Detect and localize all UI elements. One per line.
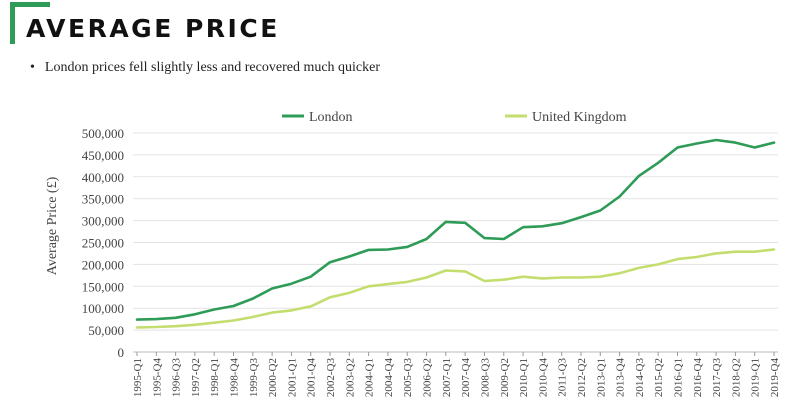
y-tick-label: 50,000 — [88, 323, 124, 338]
x-tick-label: 2010-Q1 — [518, 358, 530, 397]
x-tick-label: 2019-Q4 — [769, 358, 781, 398]
title-corner-accent — [10, 2, 50, 44]
legend-label: United Kingdom — [532, 110, 627, 125]
y-tick-label: 500,000 — [82, 126, 124, 141]
x-tick-label: 2015-Q2 — [653, 358, 665, 397]
x-tick-label: 2011-Q3 — [557, 358, 569, 397]
x-tick-label: 2009-Q2 — [499, 358, 511, 397]
y-tick-label: 150,000 — [82, 279, 124, 294]
x-tick-label: 2006-Q2 — [422, 358, 434, 397]
x-axis-tick-labels: 1995-Q1 1995-Q4 1996-Q3 1997-Q2 1998-Q1 1998-… — [132, 352, 781, 397]
y-tick-label: 300,000 — [82, 214, 124, 229]
x-tick-label: 2001-Q1 — [286, 358, 298, 397]
y-tick-label: 250,000 — [82, 236, 124, 251]
x-tick-label: 1996-Q3 — [171, 358, 183, 398]
bullet-dot-icon: • — [30, 60, 35, 75]
y-tick-label: 350,000 — [82, 192, 124, 207]
x-tick-label: 2010-Q4 — [537, 358, 549, 398]
x-tick-label: 2007-Q4 — [460, 358, 472, 398]
x-tick-label: 1999-Q3 — [248, 358, 260, 398]
x-tick-label: 2002-Q3 — [325, 358, 337, 398]
x-tick-label: 2017-Q3 — [711, 358, 723, 398]
x-tick-label: 2000-Q2 — [267, 358, 279, 397]
x-tick-label: 1995-Q1 — [132, 358, 144, 397]
series-lines — [135, 138, 776, 329]
page-title: AVERAGE PRICE — [26, 14, 280, 43]
bullet-text: London prices fell slightly less and rec… — [44, 60, 381, 75]
y-axis-tick-labels: 0 50,000 100,000 150,000 200,000 250,000 300,0… — [82, 126, 124, 360]
legend: London United Kingdom — [282, 110, 627, 125]
x-tick-label: 2013-Q4 — [615, 358, 627, 398]
x-tick-label: 1997-Q2 — [190, 358, 202, 397]
bullet-point: • London prices fell slightly less and re… — [30, 60, 380, 76]
y-tick-label: 0 — [118, 345, 125, 360]
x-tick-label: 2004-Q1 — [364, 358, 376, 397]
y-tick-label: 450,000 — [82, 148, 124, 163]
x-tick-label: 2008-Q3 — [479, 358, 491, 398]
x-tick-label: 2007-Q1 — [441, 358, 453, 397]
x-tick-label: 2012-Q2 — [576, 358, 588, 397]
x-tick-label: 1998-Q4 — [229, 358, 241, 398]
x-tick-label: 2018-Q2 — [730, 358, 742, 397]
x-tick-label: 1995-Q4 — [151, 358, 163, 398]
x-tick-label: 2016-Q1 — [672, 358, 684, 397]
x-tick-label: 2014-Q3 — [634, 358, 646, 398]
y-tick-label: 100,000 — [82, 301, 124, 316]
x-tick-label: 2001-Q4 — [306, 358, 318, 398]
x-tick-label: 2019-Q1 — [750, 358, 762, 397]
series-line-united-kingdom — [135, 248, 776, 329]
x-tick-label: 2005-Q3 — [402, 358, 414, 398]
x-tick-label: 2013-Q1 — [595, 358, 607, 397]
y-tick-label: 400,000 — [82, 170, 124, 185]
series-line-london — [135, 138, 776, 321]
y-tick-label: 200,000 — [82, 257, 124, 272]
x-tick-label: 2003-Q2 — [344, 358, 356, 397]
y-axis-label: Average Price (£) — [45, 176, 60, 275]
legend-label: London — [309, 110, 353, 125]
x-tick-label: 2004-Q4 — [383, 358, 395, 398]
x-tick-label: 2016-Q4 — [692, 358, 704, 398]
x-tick-label: 1998-Q1 — [209, 358, 221, 397]
grid-lines — [133, 132, 778, 353]
